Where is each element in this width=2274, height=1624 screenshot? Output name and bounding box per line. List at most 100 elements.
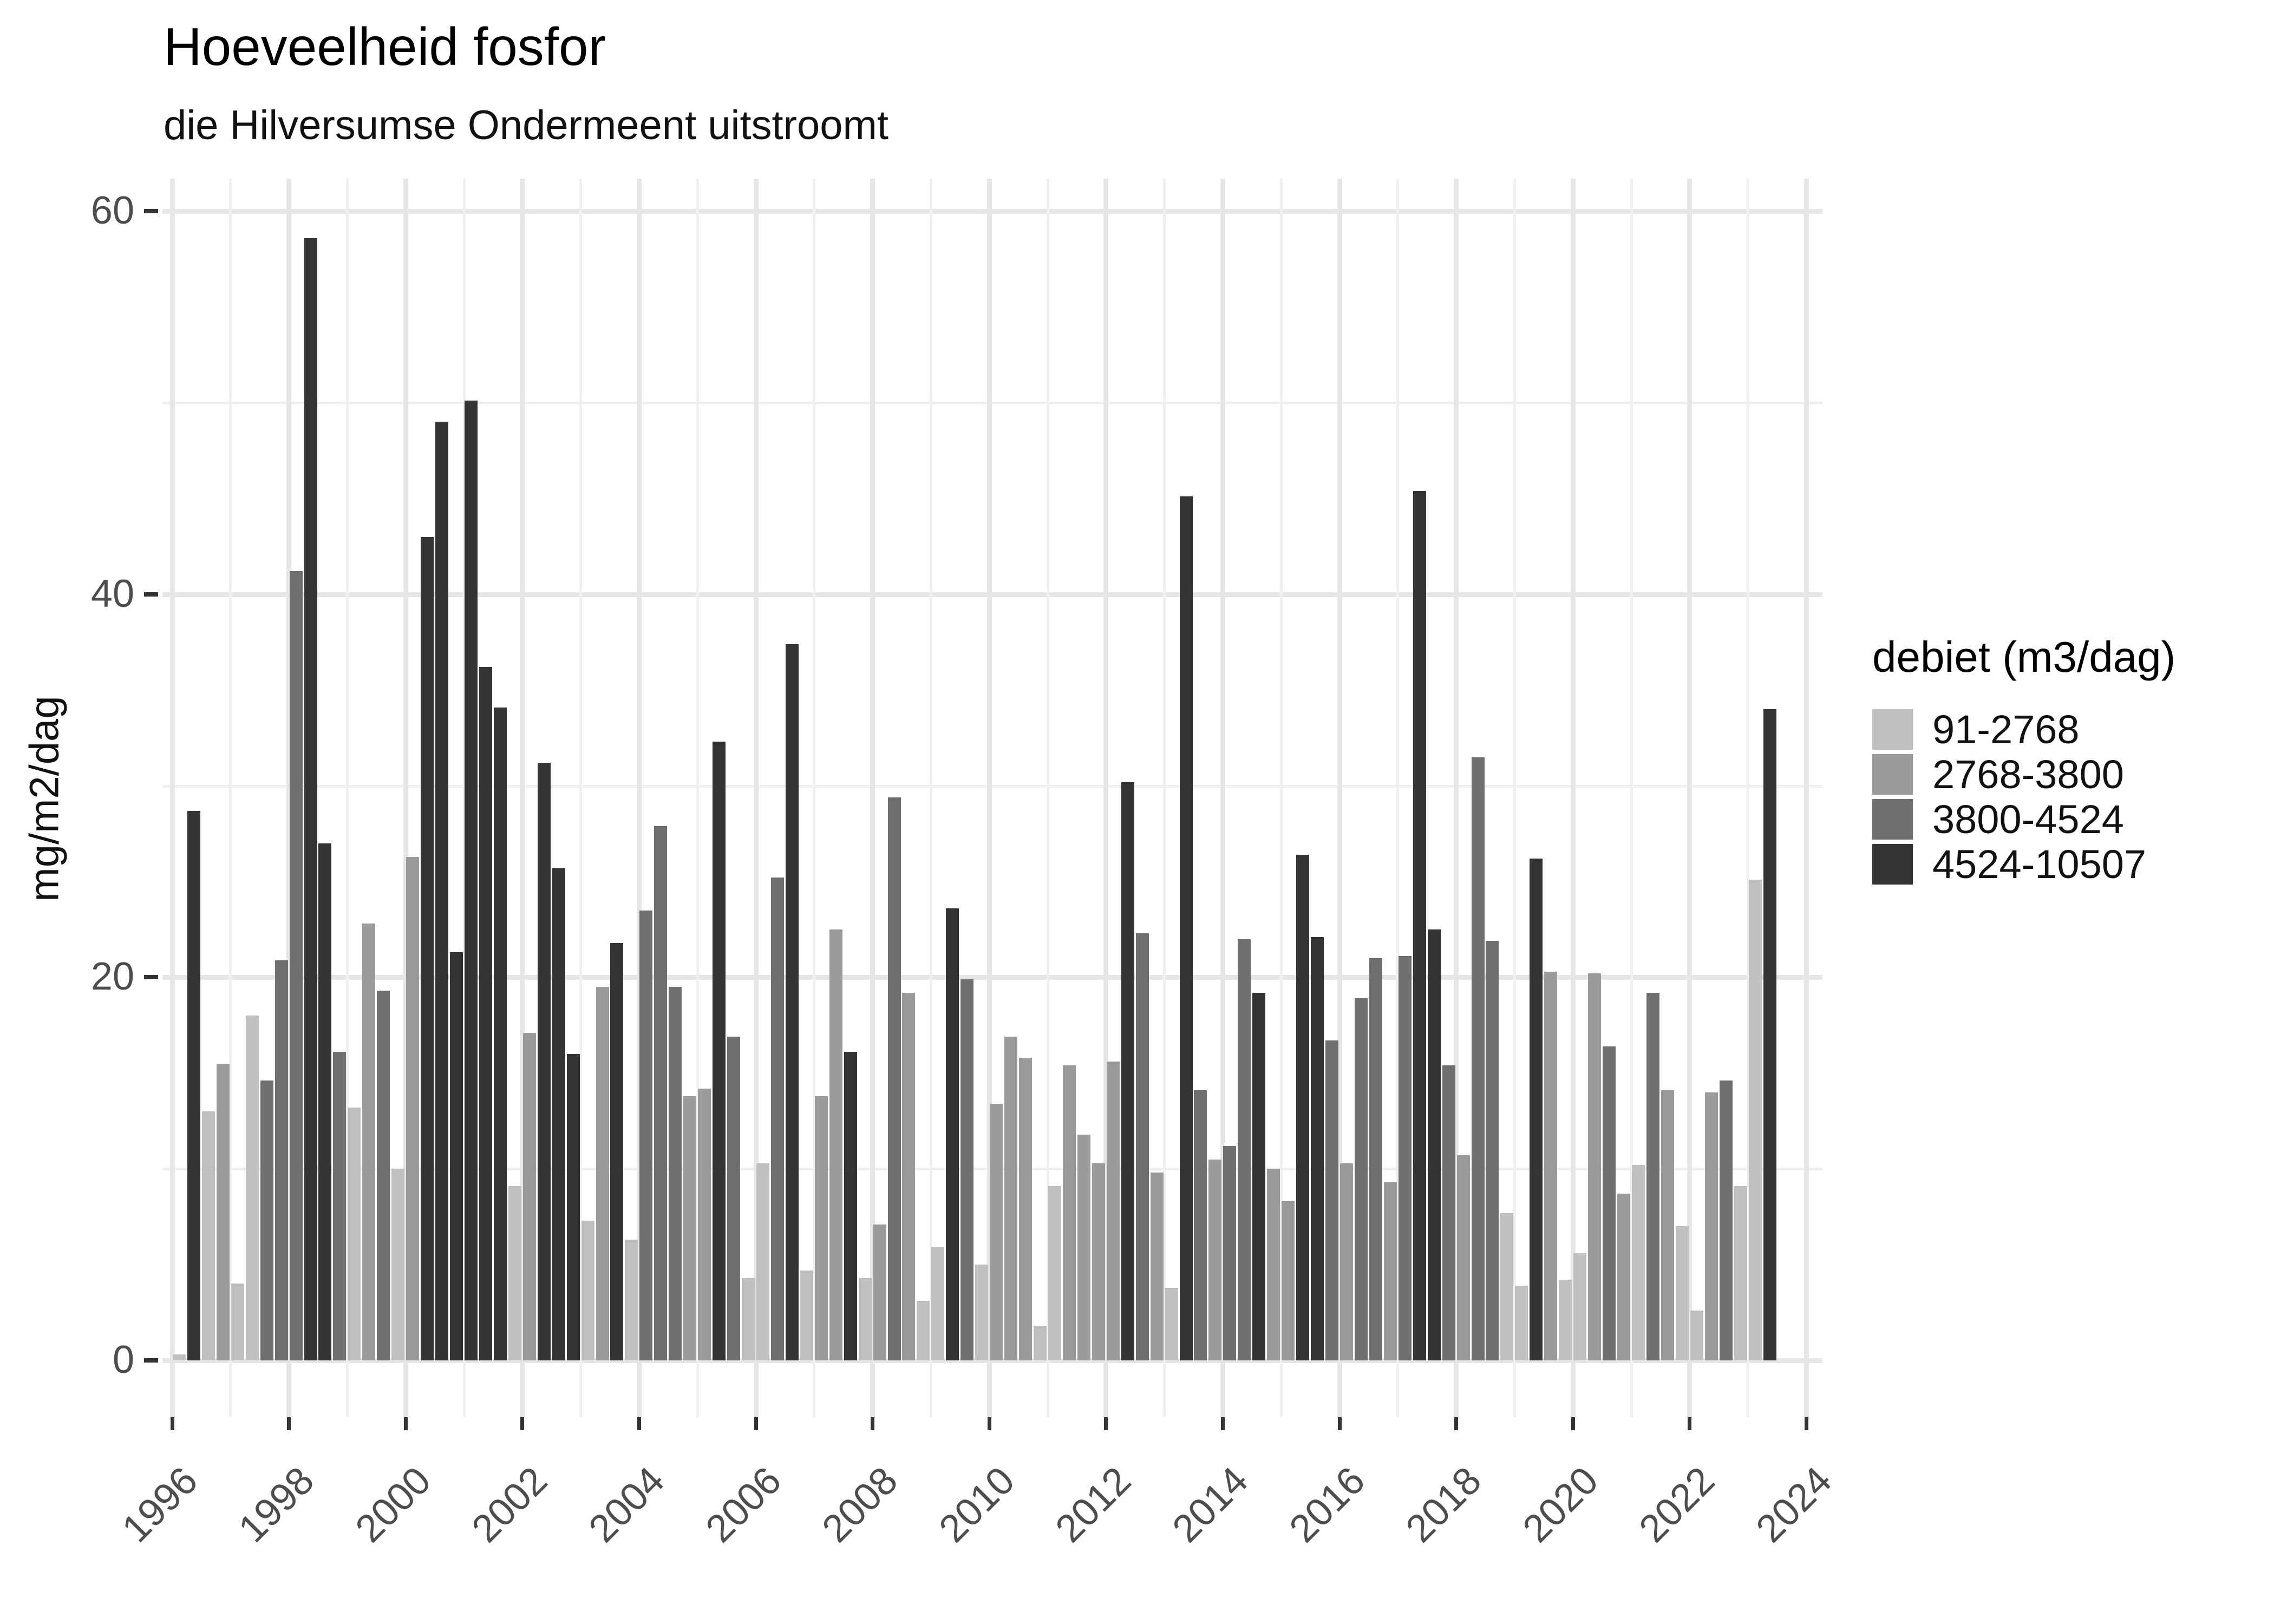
bar [1179, 496, 1193, 1360]
bar [975, 1265, 989, 1360]
x-gridline-major [1454, 179, 1459, 1417]
bar [522, 1033, 536, 1360]
x-tick-label: 2004 [580, 1458, 673, 1551]
bar [391, 1169, 405, 1360]
x-tick [287, 1417, 291, 1430]
bar [917, 1301, 930, 1360]
bar [1427, 929, 1441, 1360]
bar [216, 1063, 230, 1360]
bar [406, 856, 420, 1360]
bar [1690, 1311, 1703, 1360]
chart-title: Hoeveelheid fosfor [164, 17, 606, 76]
bar [770, 878, 784, 1360]
bar [596, 987, 609, 1360]
bar [990, 1103, 1003, 1360]
bar [1121, 782, 1134, 1360]
bar [421, 536, 434, 1360]
y-gridline-major [162, 1358, 1822, 1363]
x-gridline-major [1570, 179, 1576, 1417]
bar [1413, 490, 1426, 1360]
bar [1252, 992, 1266, 1360]
legend: debiet (m3/dag) 91-2768 2768-3800 3800-452… [1872, 632, 2175, 887]
x-tick [1104, 1417, 1108, 1430]
bar [275, 960, 288, 1360]
x-tick [403, 1417, 408, 1430]
y-tick [144, 592, 158, 597]
x-gridline-minor [929, 179, 932, 1417]
y-gridline-minor [162, 784, 1822, 788]
x-tick-label: 2008 [814, 1458, 906, 1551]
bar [1748, 879, 1762, 1360]
x-gridline-major [636, 179, 642, 1417]
x-gridline-major [286, 179, 292, 1417]
bar [1034, 1326, 1047, 1360]
y-gridline-major [162, 209, 1822, 214]
bar [1383, 1182, 1397, 1360]
legend-item: 3800-4524 [1872, 797, 2175, 842]
bar [1135, 933, 1149, 1360]
bar [1311, 937, 1324, 1360]
y-tick-label: 40 [90, 572, 134, 615]
bar [581, 1220, 594, 1360]
x-tick [1804, 1417, 1808, 1430]
x-gridline-major [870, 179, 875, 1417]
bar [844, 1052, 857, 1360]
bar [756, 1163, 769, 1360]
bar [946, 908, 959, 1360]
bar [362, 924, 376, 1360]
bar [1004, 1037, 1018, 1360]
bar [1208, 1159, 1222, 1360]
x-tick [871, 1417, 875, 1430]
legend-item: 91-2768 [1872, 707, 2175, 752]
bar [1734, 1186, 1747, 1360]
bar [566, 1053, 580, 1360]
bar [1486, 941, 1499, 1360]
x-gridline-minor [579, 179, 583, 1417]
x-tick [170, 1417, 174, 1430]
legend-label: 91-2768 [1932, 707, 2080, 752]
x-gridline-major [1337, 179, 1342, 1417]
bar [1588, 973, 1602, 1360]
bar [639, 910, 653, 1360]
bar [785, 644, 799, 1360]
bar [1573, 1253, 1587, 1360]
y-tick [144, 209, 158, 214]
x-tick [1688, 1417, 1692, 1430]
y-tick-label: 60 [90, 189, 134, 233]
x-gridline-minor [345, 179, 349, 1417]
x-tick-label: 2002 [463, 1458, 556, 1551]
x-tick-label: 2000 [347, 1458, 439, 1551]
bar [1062, 1065, 1076, 1360]
bar [1559, 1280, 1572, 1360]
bar [172, 1354, 186, 1360]
x-tick-label: 1998 [230, 1458, 323, 1551]
bar [829, 929, 842, 1360]
bar [1763, 709, 1776, 1360]
bar [1398, 956, 1412, 1360]
bar [669, 987, 682, 1360]
x-gridline-minor [1163, 179, 1166, 1417]
legend-swatch [1872, 799, 1913, 840]
x-gridline-minor [696, 179, 699, 1417]
bar [814, 1096, 828, 1360]
legend-swatch [1872, 709, 1913, 750]
x-tick [1571, 1417, 1575, 1430]
x-tick-label: 2020 [1514, 1458, 1606, 1551]
legend-items: 91-2768 2768-3800 3800-4524 4524-10507 [1872, 707, 2175, 887]
x-tick-label: 2010 [931, 1458, 1023, 1551]
x-tick-label: 2018 [1397, 1458, 1490, 1551]
bar [1675, 1226, 1689, 1360]
bar [887, 797, 901, 1360]
legend-label: 3800-4524 [1932, 797, 2124, 842]
bar [873, 1224, 886, 1360]
y-tick-label: 0 [112, 1338, 134, 1381]
bar [1500, 1213, 1514, 1360]
x-tick [520, 1417, 525, 1430]
legend-title: debiet (m3/dag) [1872, 633, 2176, 681]
x-tick-label: 1996 [113, 1458, 206, 1551]
y-tick-label: 20 [90, 955, 134, 999]
bar [1238, 939, 1251, 1360]
legend-label: 2768-3800 [1932, 752, 2124, 797]
bar [1661, 1090, 1674, 1360]
